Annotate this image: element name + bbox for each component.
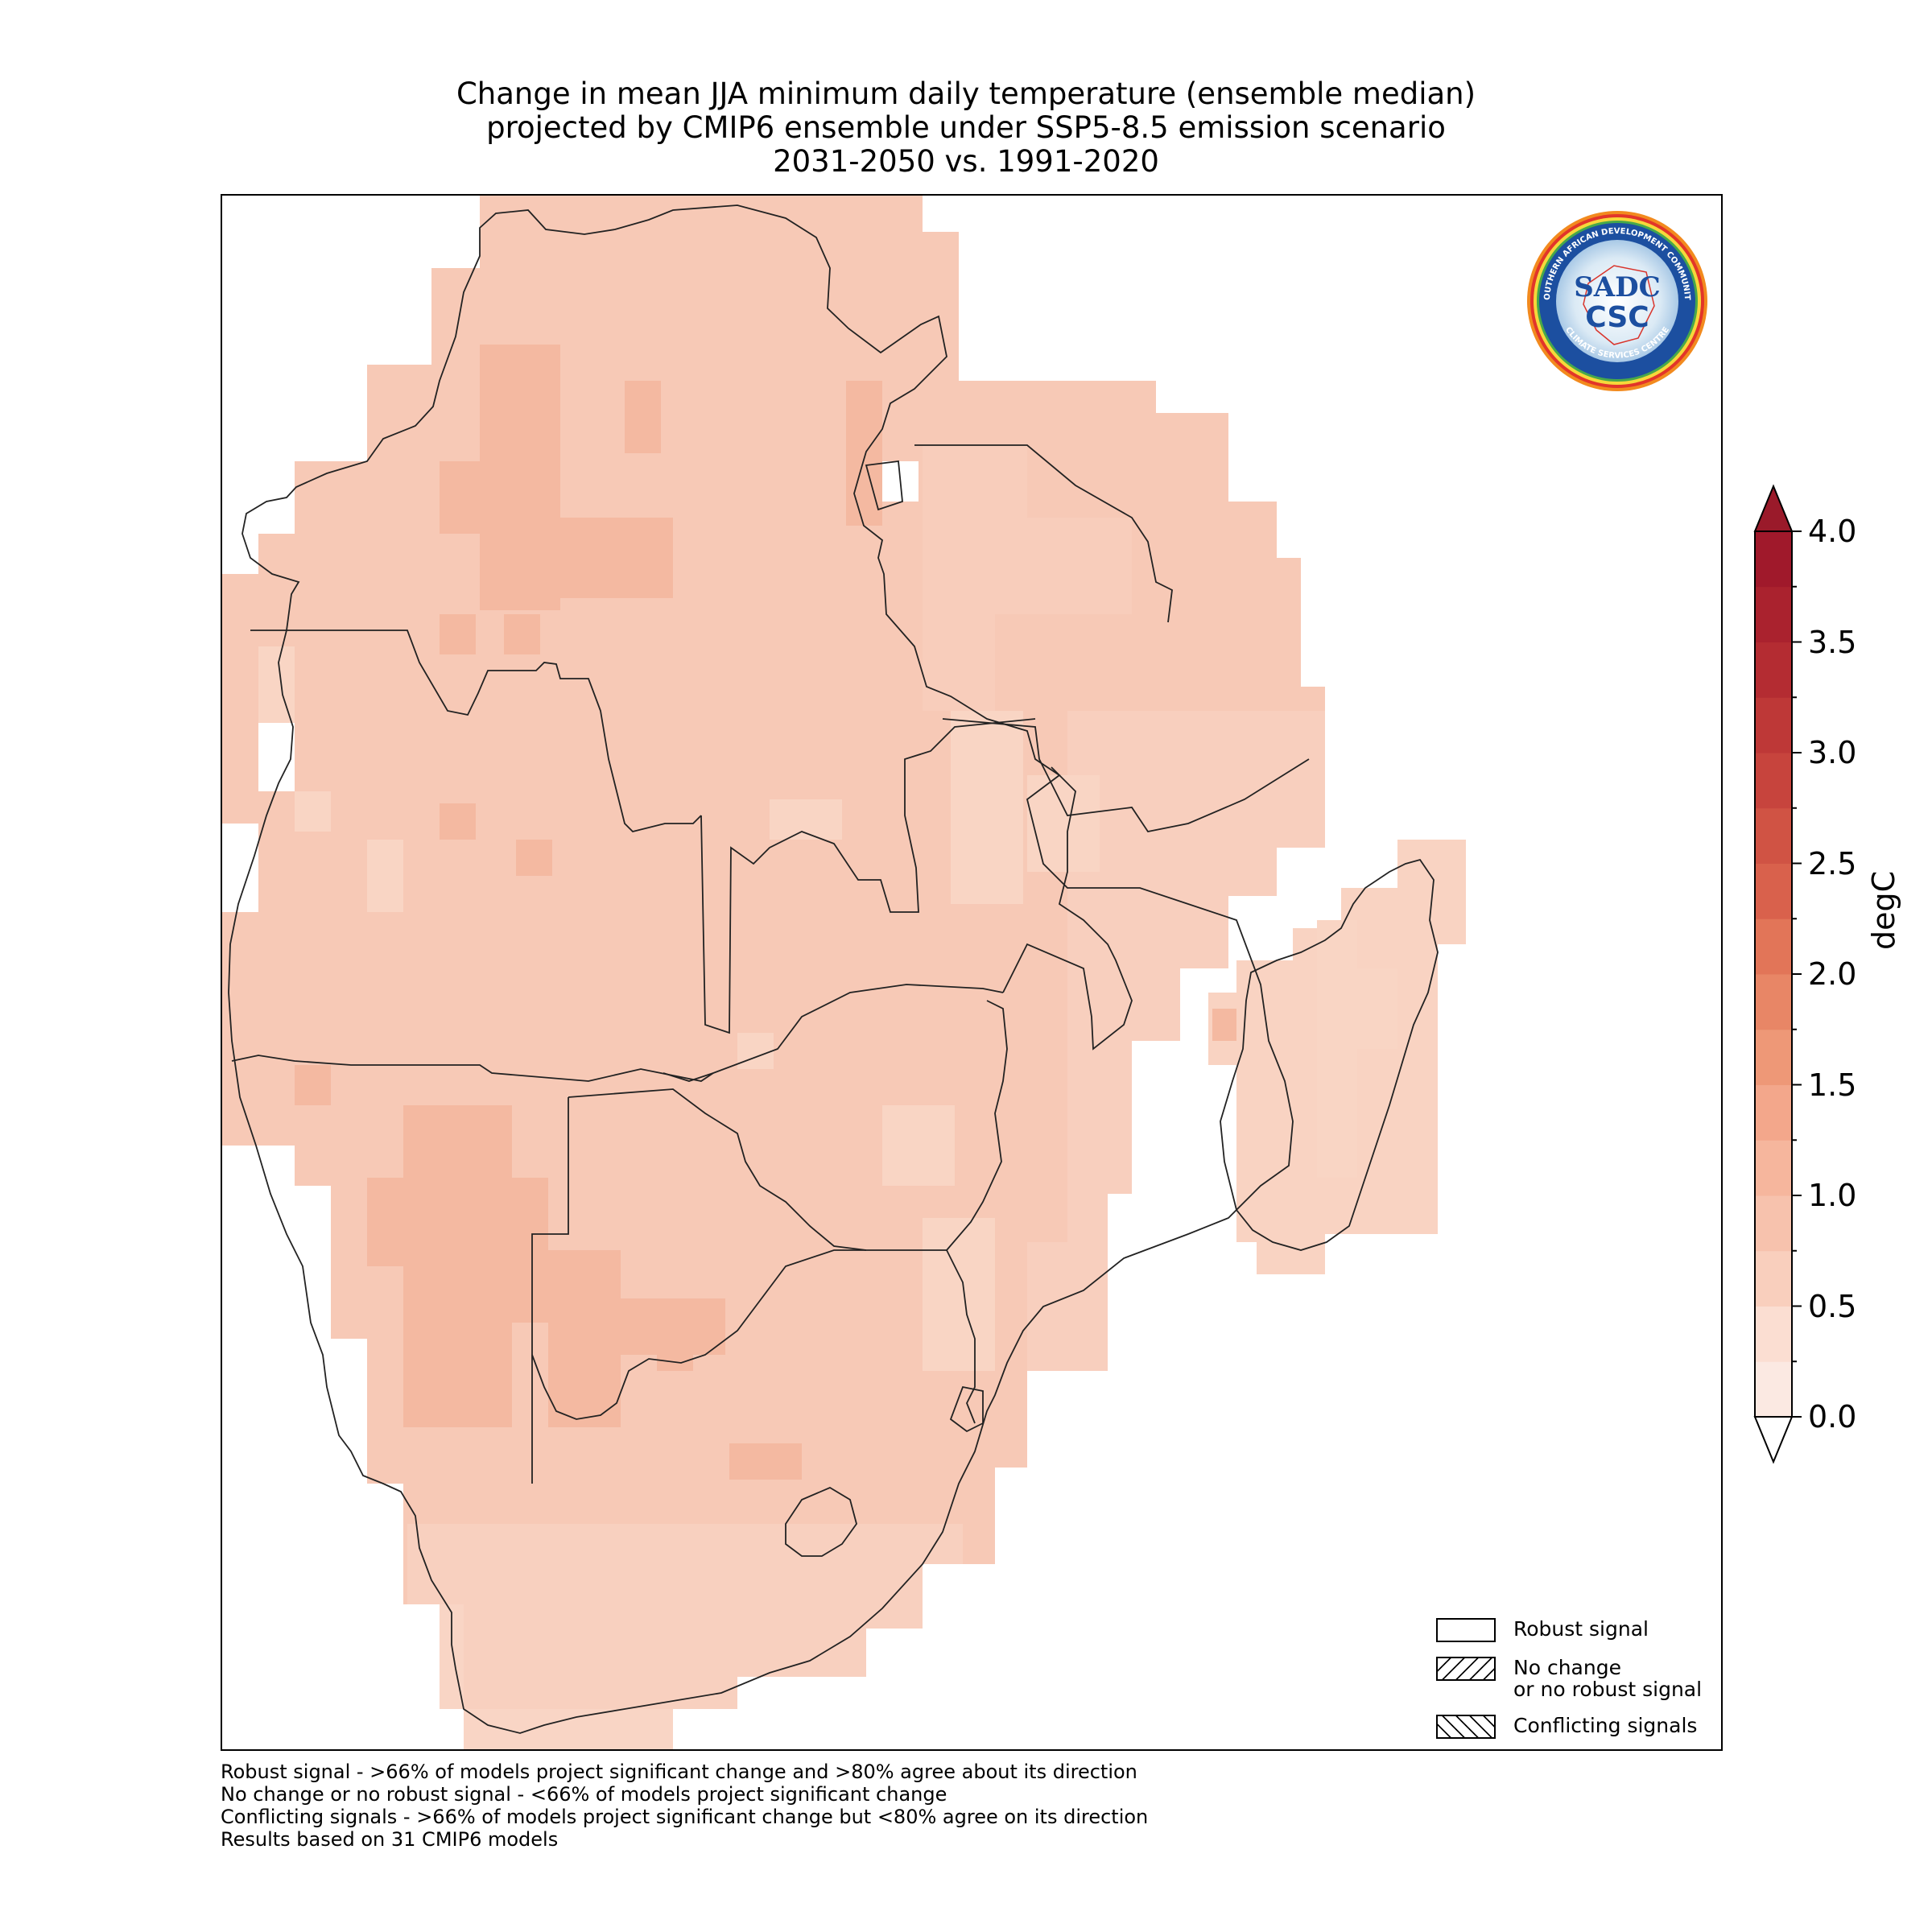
temperature-change-map xyxy=(222,196,1466,1749)
legend-label-conflicting: Conflicting signals xyxy=(1513,1714,1698,1737)
title-line-1: Change in mean JJA minimum daily tempera… xyxy=(456,76,1476,111)
colorbar-segment xyxy=(1755,1195,1792,1252)
footnote-conflicting: Conflicting signals - >66% of models pro… xyxy=(221,1806,1149,1828)
border-drc-angola xyxy=(250,630,702,832)
border-botswana xyxy=(568,1088,867,1251)
colorbar-segment xyxy=(1755,1084,1792,1141)
sadc-csc-logo: SOUTHERN AFRICAN DEVELOPMENT COMMUNITY C… xyxy=(1521,203,1709,393)
colorbar-segment xyxy=(1755,1140,1792,1196)
robust-swatch xyxy=(1436,1618,1496,1642)
country-borders xyxy=(228,204,1439,1734)
legend-item-no-change: No change or no robust signal xyxy=(1436,1657,1718,1700)
colorbar xyxy=(1753,484,1802,1464)
legend-item-conflicting: Conflicting signals xyxy=(1436,1715,1718,1739)
colorbar-segment xyxy=(1755,919,1792,975)
colorbar-segment xyxy=(1755,753,1792,809)
colorbar-segment xyxy=(1755,531,1792,588)
legend-label-no-change: No change or no robust signal xyxy=(1513,1657,1702,1700)
colorbar-segment xyxy=(1755,642,1792,698)
colorbar-segments xyxy=(1755,531,1792,1418)
lake-victoria-west xyxy=(865,460,903,511)
colorbar-tick-label: 1.0 xyxy=(1808,1178,1857,1213)
colorbar-under-arrow xyxy=(1753,1416,1794,1464)
colorbar-segment xyxy=(1755,1250,1792,1307)
colorbar-tick-label: 0.5 xyxy=(1808,1288,1857,1324)
border-southafrica-botswana xyxy=(531,1249,947,1420)
legend-label-no-change-line2: or no robust signal xyxy=(1513,1678,1703,1701)
colorbar-segment xyxy=(1755,807,1792,864)
colorbar-segment xyxy=(1755,1361,1792,1418)
colorbar-segment xyxy=(1755,586,1792,642)
border-zambia-zimbabwe xyxy=(663,984,1004,1082)
footnote-no-change: No change or no robust signal - <66% of … xyxy=(221,1783,947,1806)
border-drc-zambia xyxy=(700,718,1036,1034)
colorbar-tick-label: 0.0 xyxy=(1808,1399,1857,1435)
tanzania-light xyxy=(923,445,1132,711)
colorbar-tick-label: 2.5 xyxy=(1808,845,1857,881)
colorbar-segment xyxy=(1755,1306,1792,1362)
legend-label-no-change-line1: No change xyxy=(1513,1656,1621,1679)
lesotho xyxy=(785,1486,857,1557)
no-change-swatch xyxy=(1436,1657,1496,1681)
legend-label-robust: Robust signal xyxy=(1513,1617,1649,1641)
conflicting-swatch xyxy=(1436,1715,1496,1739)
map-title: Change in mean JJA minimum daily tempera… xyxy=(0,77,1932,179)
title-line-3: 2031-2050 vs. 1991-2020 xyxy=(773,144,1159,179)
southern-belt-light xyxy=(407,1524,963,1709)
eswatini xyxy=(949,1385,984,1433)
border-tanzania-zambia xyxy=(942,718,1310,833)
legend-item-robust: Robust signal xyxy=(1436,1618,1718,1642)
colorbar-tick-label: 1.5 xyxy=(1808,1067,1857,1103)
border-malawi xyxy=(1002,766,1133,1051)
colorbar-tick-label: 4.0 xyxy=(1808,514,1857,549)
colorbar-segment xyxy=(1755,697,1792,753)
map-panel xyxy=(221,194,1723,1751)
footnote-robust: Robust signal - >66% of models project s… xyxy=(221,1761,1137,1783)
mozambique-coast-light xyxy=(1027,711,1325,1371)
logo-mark-bottom: CSC xyxy=(1585,301,1649,334)
border-mozambique-south xyxy=(946,1249,976,1424)
colorbar-unit-label: degC xyxy=(1866,870,1901,950)
signal-legend: Robust signal No change or no robust sig… xyxy=(1436,1618,1718,1753)
footnote-models: Results based on 31 CMIP6 models xyxy=(221,1828,559,1851)
logo-mark-top: SADC xyxy=(1574,271,1660,303)
colorbar-segment xyxy=(1755,1029,1792,1085)
colorbar-segment xyxy=(1755,974,1792,1030)
border-tanzania-kenya xyxy=(914,444,1173,623)
footnotes: Robust signal - >66% of models project s… xyxy=(221,1761,1148,1851)
africa-coastline xyxy=(228,204,1294,1734)
lighter-patches xyxy=(258,646,1397,1371)
logo-graphic: SOUTHERN AFRICAN DEVELOPMENT COMMUNITY C… xyxy=(1521,203,1707,391)
border-mozambique-zimbabwe xyxy=(946,1000,1008,1251)
colorbar-tick-label: 3.0 xyxy=(1808,735,1857,770)
colorbar-tick-label: 3.5 xyxy=(1808,624,1857,660)
madagascar-coast xyxy=(1220,858,1439,1251)
warmer-patches xyxy=(295,345,1236,1480)
colorbar-ticks xyxy=(1792,530,1802,1418)
colorbar-segment xyxy=(1755,863,1792,919)
title-line-2: projected by CMIP6 ensemble under SSP5-8… xyxy=(486,110,1446,145)
colorbar-tick-label: 2.0 xyxy=(1808,956,1857,992)
border-namibia-botswana xyxy=(531,1097,569,1484)
colorbar-over-arrow xyxy=(1753,484,1794,532)
